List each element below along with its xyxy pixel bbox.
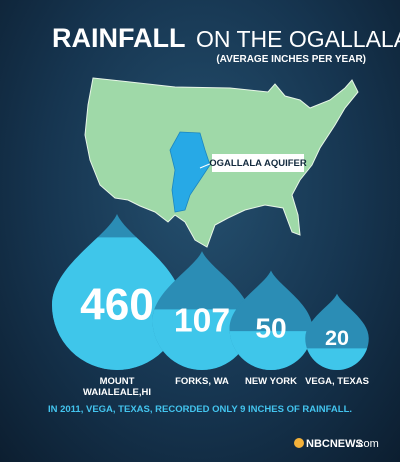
category-label: MOUNT WAIALEALE,HI (82, 376, 152, 398)
category-label: FORKS, WA (175, 376, 229, 387)
value-label: 107 (174, 302, 230, 339)
category-label: NEW YORK (244, 376, 298, 387)
drop-fill (229, 331, 313, 370)
map (84, 77, 359, 248)
value-label: 50 (255, 312, 286, 344)
drops: 460 107 50 20 (52, 214, 369, 371)
source-suffix: .com (355, 438, 379, 450)
drop-fill (306, 348, 368, 370)
source: NBCNEWS (306, 438, 363, 450)
chart-subtitle: (AVERAGE INCHES PER YEAR) (216, 54, 366, 65)
footnote: IN 2011, VEGA, TEXAS, RECORDED ONLY 9 IN… (48, 404, 352, 415)
value-label: 20 (325, 325, 349, 350)
category-label: VEGA, TEXAS (305, 376, 369, 387)
drop-fill (152, 309, 252, 370)
drop-fill (52, 237, 182, 370)
logo-icon (294, 438, 304, 448)
chart-title-rest: ON THE OGALLALA (196, 26, 400, 52)
value-label: 460 (80, 280, 154, 329)
annotation: OGALLALA AQUIFER (209, 158, 307, 169)
chart-title: RAINFALL (52, 23, 185, 53)
